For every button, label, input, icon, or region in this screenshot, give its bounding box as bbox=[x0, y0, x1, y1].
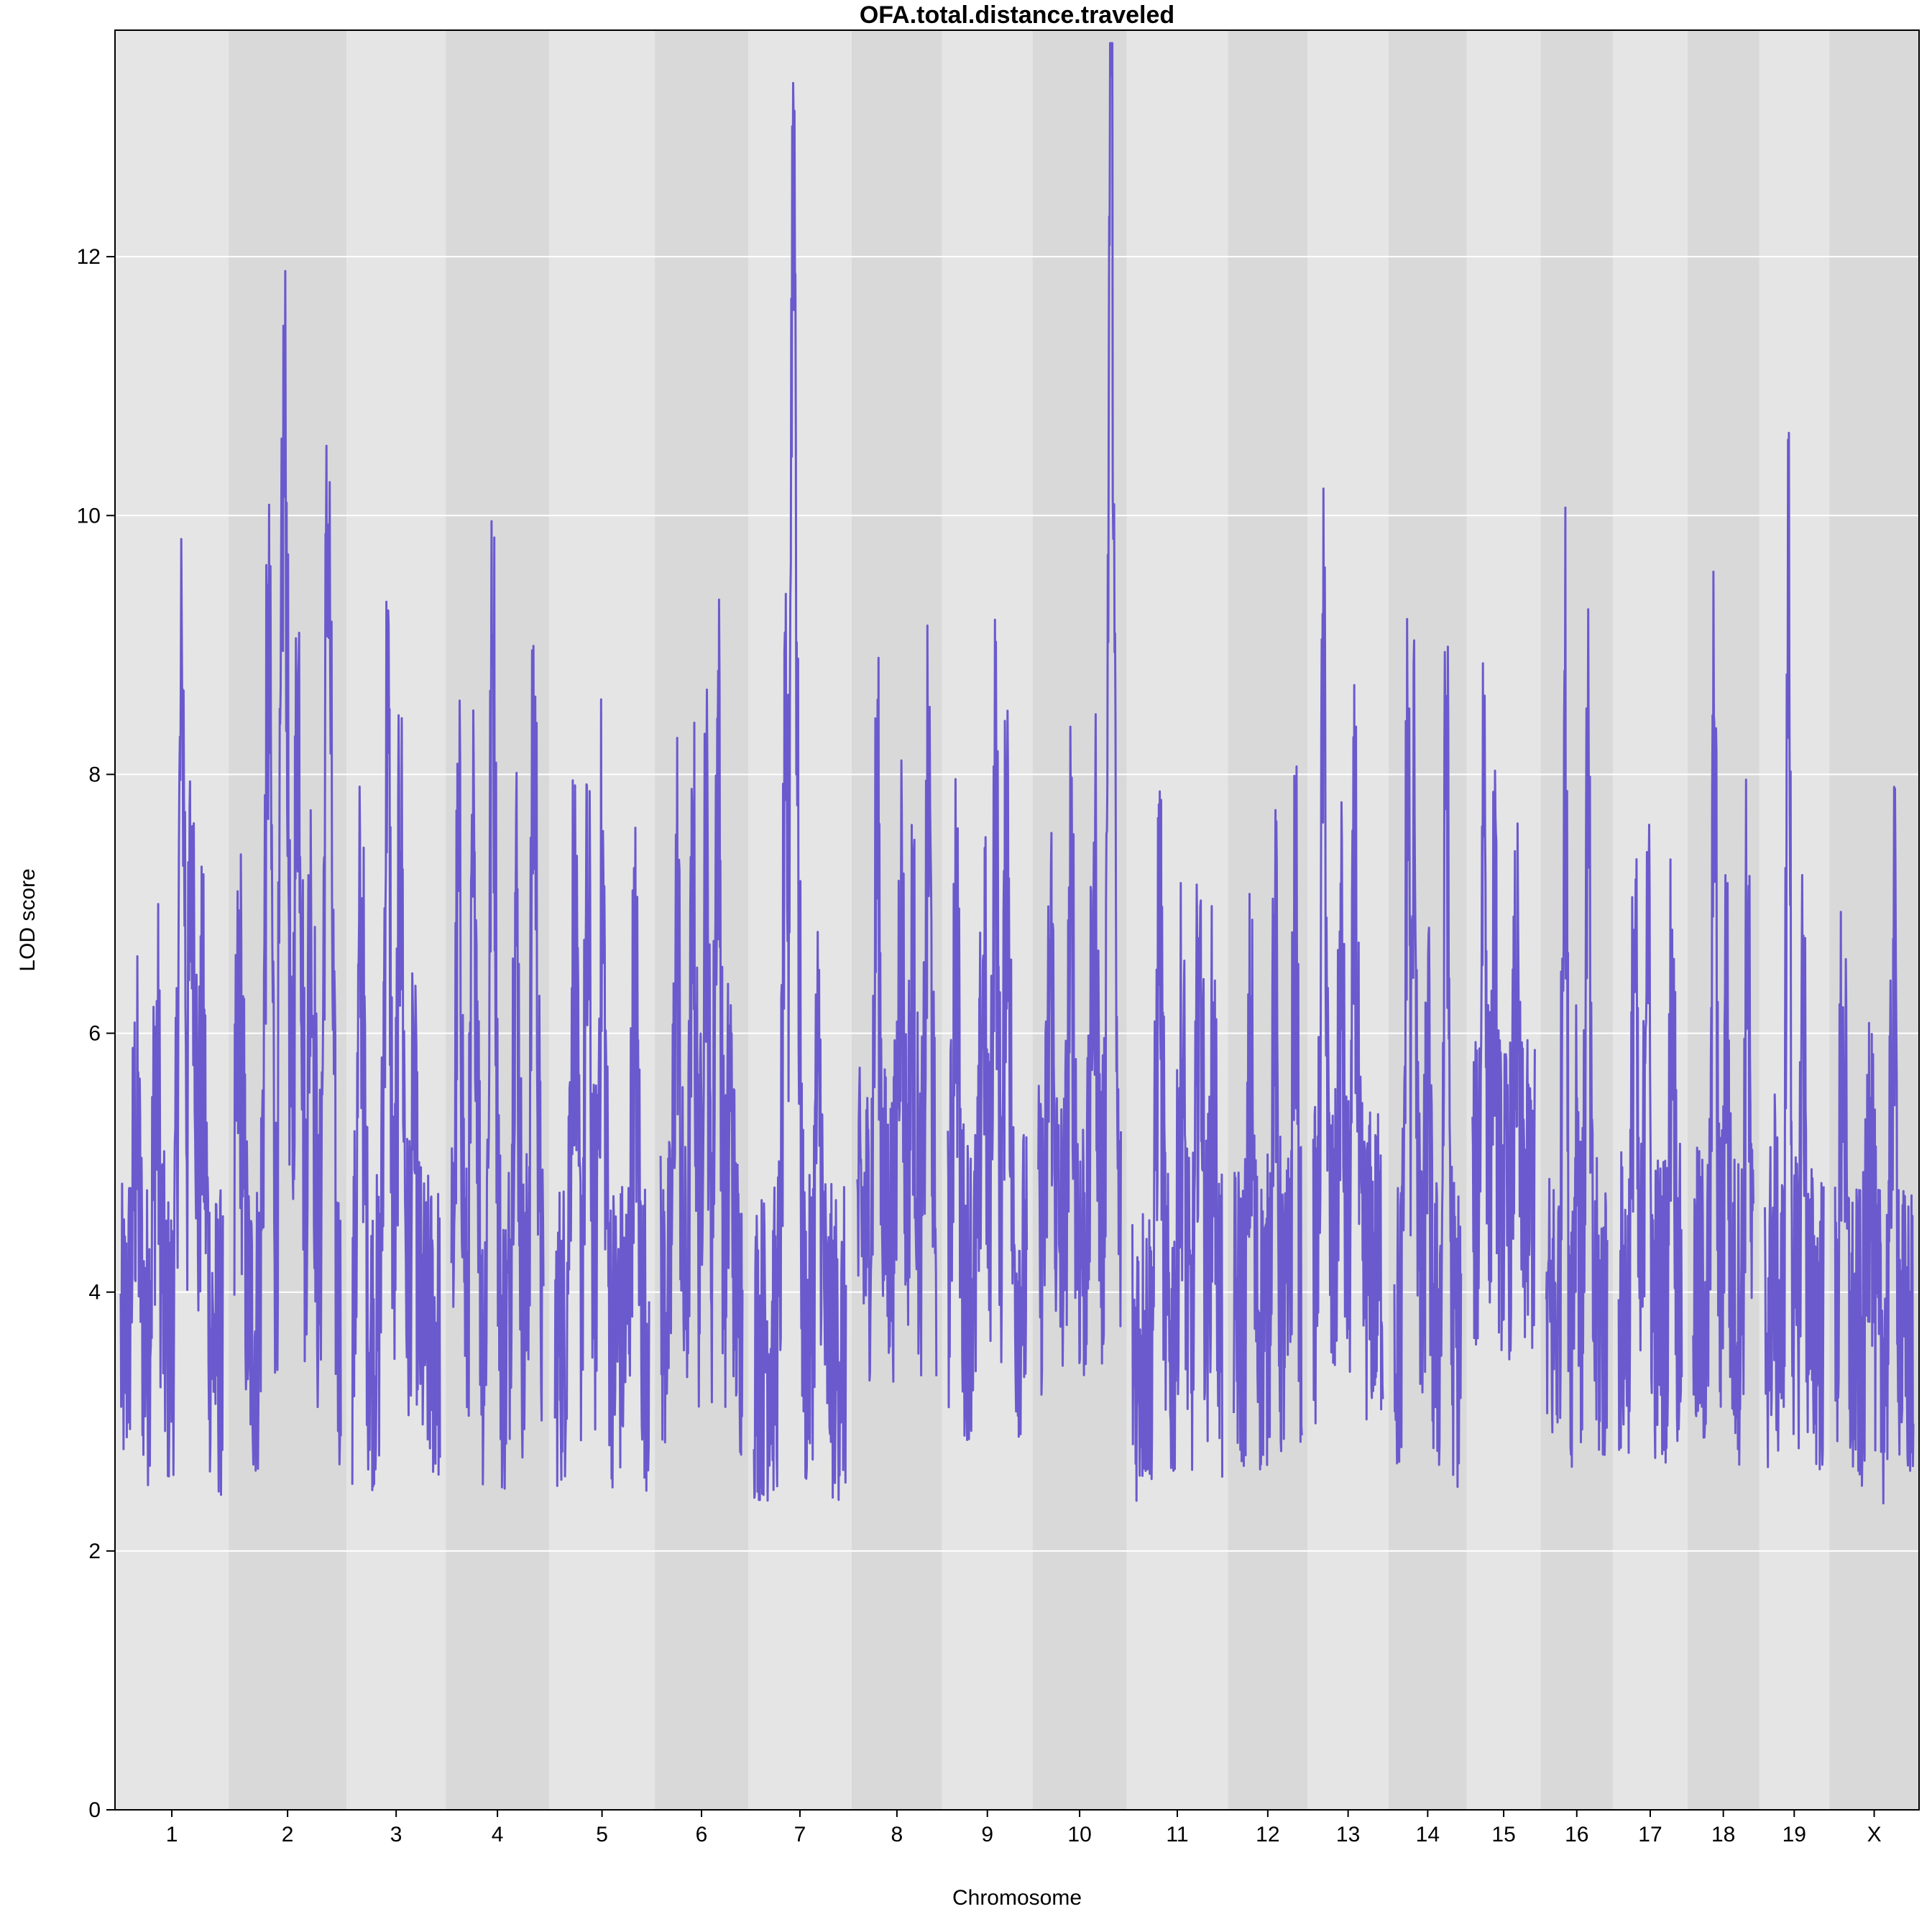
lod-line-chr-12 bbox=[1233, 765, 1303, 1471]
lod-line-chr-1 bbox=[119, 538, 224, 1496]
y-tick-label: 6 bbox=[88, 1022, 101, 1046]
lod-line-chr-15 bbox=[1471, 662, 1536, 1361]
y-tick-label: 4 bbox=[88, 1281, 101, 1305]
x-tick-label-chr-17: 17 bbox=[1638, 1823, 1662, 1846]
x-tick-label-chr-7: 7 bbox=[794, 1823, 806, 1846]
x-tick-label-chr-X: X bbox=[1867, 1823, 1882, 1846]
y-tick-label: 0 bbox=[88, 1798, 101, 1822]
y-tick-label: 12 bbox=[77, 245, 101, 269]
x-tick-label-chr-10: 10 bbox=[1067, 1823, 1091, 1846]
x-tick-label-chr-9: 9 bbox=[981, 1823, 993, 1846]
lod-line-chr-9 bbox=[947, 618, 1029, 1441]
x-tick-label-chr-5: 5 bbox=[596, 1823, 608, 1846]
x-tick-label-chr-3: 3 bbox=[390, 1823, 402, 1846]
chromosome-band-2 bbox=[229, 30, 347, 1810]
x-tick-label-chr-4: 4 bbox=[492, 1823, 504, 1846]
lod-line-chr-13 bbox=[1312, 487, 1384, 1425]
lod-line-chr-14 bbox=[1393, 617, 1463, 1489]
lod-line-chr-2 bbox=[233, 270, 342, 1472]
x-tick-label-chr-1: 1 bbox=[166, 1823, 178, 1846]
lod-line-chr-11 bbox=[1131, 790, 1223, 1502]
y-tick-label: 8 bbox=[88, 763, 101, 786]
chromosome-band-6 bbox=[655, 30, 748, 1810]
x-tick-label-chr-2: 2 bbox=[282, 1823, 294, 1846]
chart-title: OFA.total.distance.traveled bbox=[860, 1, 1174, 29]
lod-line-chr-17 bbox=[1617, 824, 1683, 1464]
chromosome-band-14 bbox=[1389, 30, 1467, 1810]
chromosome-band-X bbox=[1829, 30, 1919, 1810]
y-tick-label: 2 bbox=[88, 1540, 101, 1563]
chromosome-band-1 bbox=[115, 30, 229, 1810]
lod-series bbox=[119, 42, 1915, 1505]
lod-line-chr-19 bbox=[1764, 431, 1825, 1471]
x-tick-label-chr-15: 15 bbox=[1491, 1823, 1515, 1846]
x-tick-label-chr-13: 13 bbox=[1336, 1823, 1360, 1846]
chromosome-band-19 bbox=[1759, 30, 1830, 1810]
x-tick-label-chr-6: 6 bbox=[696, 1823, 708, 1846]
x-axis-label: Chromosome bbox=[952, 1886, 1082, 1910]
x-tick-label-chr-12: 12 bbox=[1256, 1823, 1279, 1846]
chromosome-band-8 bbox=[851, 30, 942, 1810]
x-tick-label-chr-16: 16 bbox=[1565, 1823, 1588, 1846]
y-tick-label: 10 bbox=[77, 504, 101, 528]
lod-line-chr-4 bbox=[450, 520, 545, 1490]
lod-line-chr-6 bbox=[659, 598, 744, 1456]
chromosome-band-15 bbox=[1466, 30, 1541, 1810]
chromosome-band-13 bbox=[1307, 30, 1389, 1810]
lod-line-chr-3 bbox=[351, 600, 441, 1491]
lod-line-chr-5 bbox=[553, 698, 650, 1492]
lod-line-chr-7 bbox=[753, 82, 847, 1502]
lod-line-chr-10 bbox=[1037, 42, 1122, 1396]
chromosome-band-16 bbox=[1540, 30, 1614, 1810]
y-axis-label: LOD score bbox=[16, 868, 40, 971]
plot-frame bbox=[114, 29, 1920, 1811]
x-tick-label-chr-19: 19 bbox=[1782, 1823, 1806, 1846]
x-tick-label-chr-11: 11 bbox=[1166, 1823, 1188, 1846]
lod-line-chr-8 bbox=[856, 624, 938, 1383]
lod-line-chr-16 bbox=[1545, 506, 1609, 1468]
lod-line-chr-X bbox=[1834, 786, 1915, 1505]
x-tick-label-chr-8: 8 bbox=[891, 1823, 903, 1846]
x-tick-label-chr-18: 18 bbox=[1711, 1823, 1735, 1846]
x-axis: 1 2 3 4 5 6 7 8 9 10 11 12 13 14 15 16 17 18 19 X bbox=[166, 1810, 1882, 1846]
lod-line-chr-18 bbox=[1692, 570, 1754, 1466]
x-tick-label-chr-14: 14 bbox=[1416, 1823, 1440, 1846]
y-axis: 0 2 4 6 8 10 12 bbox=[77, 245, 115, 1822]
